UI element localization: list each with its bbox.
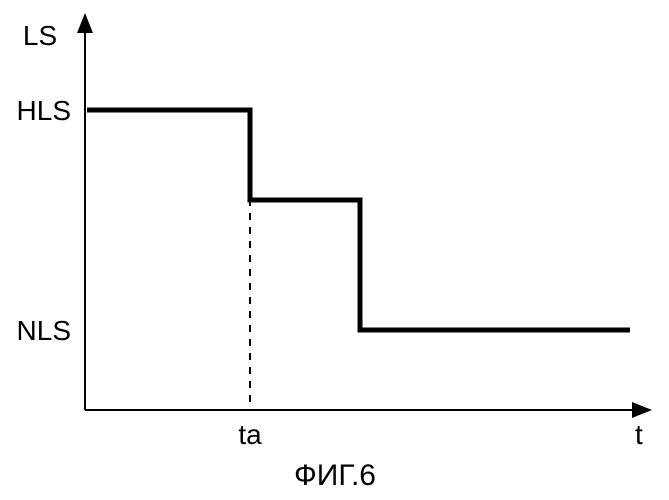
- x-axis-label: t: [635, 419, 643, 450]
- y-tick-HLS: HLS: [17, 95, 71, 126]
- y-axis-label: LS: [23, 20, 57, 51]
- figure-container: LS HLS NLS ta t ФИГ.6: [0, 0, 669, 500]
- step-chart: LS HLS NLS ta t ФИГ.6: [0, 0, 669, 500]
- x-tick-ta: ta: [238, 419, 262, 450]
- chart-background: [0, 0, 669, 500]
- figure-caption: ФИГ.6: [294, 459, 376, 492]
- y-tick-NLS: NLS: [17, 315, 71, 346]
